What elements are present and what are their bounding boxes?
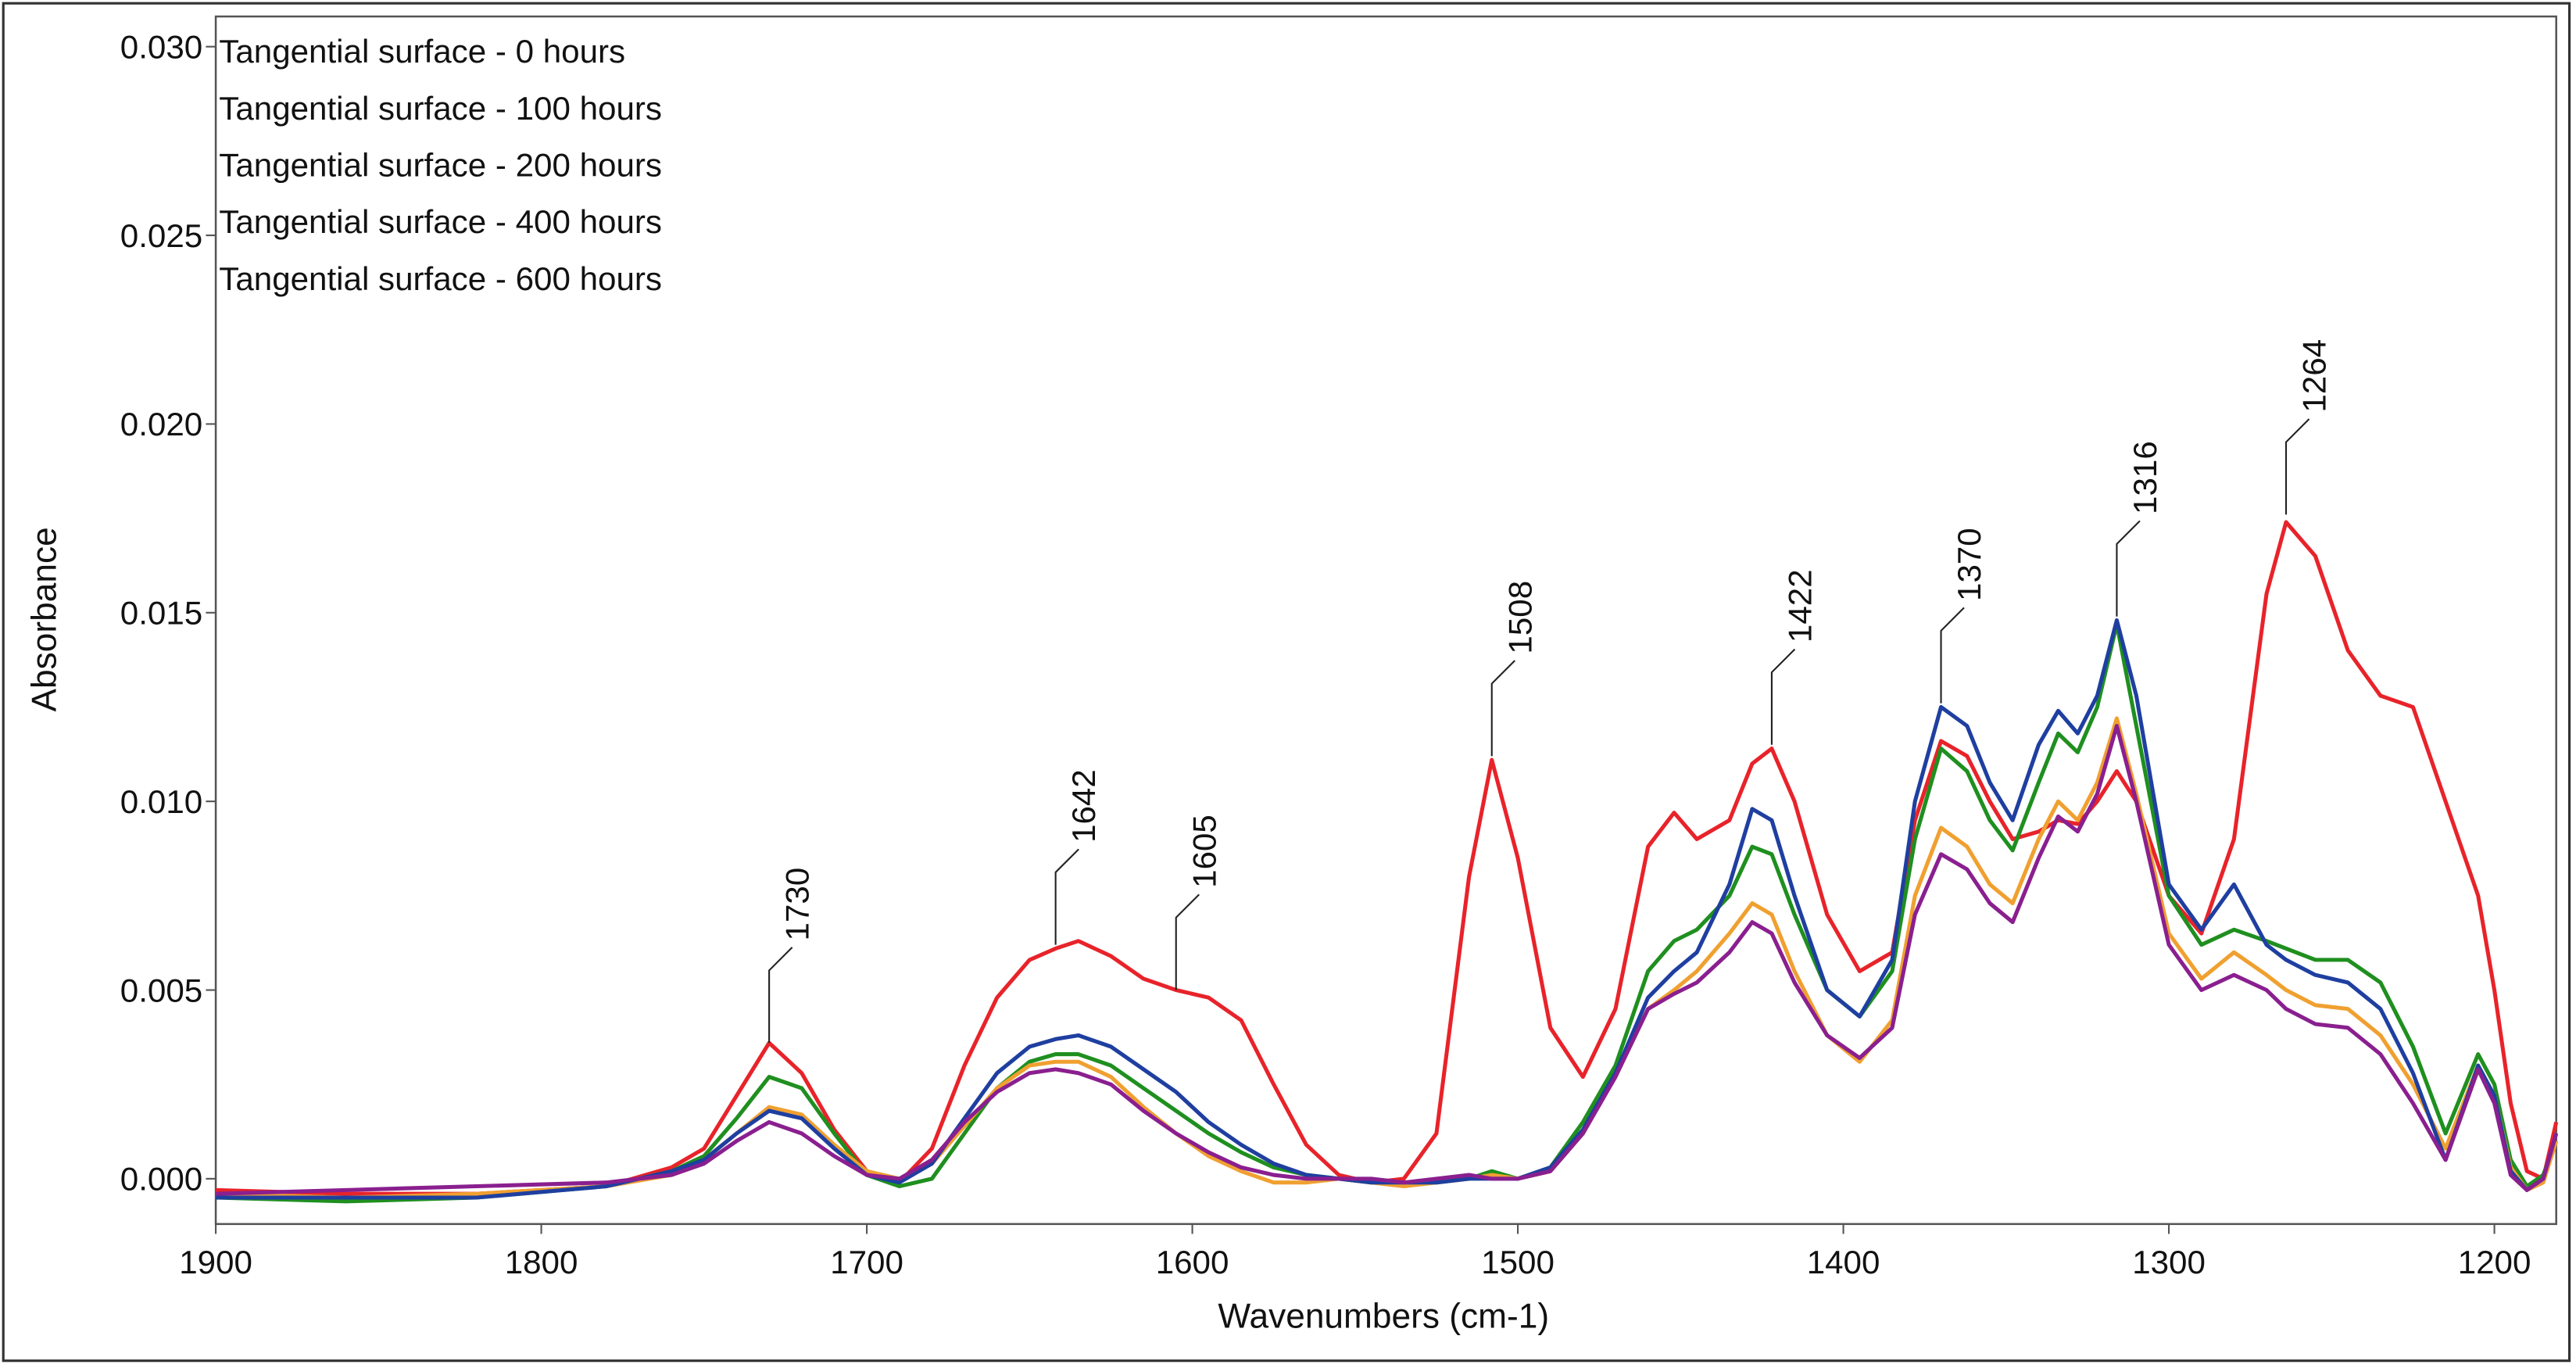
annotation-leader: [768, 947, 793, 1044]
annotation-leader: [1175, 893, 1200, 990]
x-axis-label: Wavenumbers (cm-1): [1218, 1298, 1549, 1336]
y-tick-label: 0.010: [120, 783, 202, 820]
annotation-label: 1316: [2127, 441, 2163, 514]
annotation-leader: [1770, 648, 1796, 745]
y-tick-label: 0.015: [120, 595, 202, 632]
annotation-label: 1370: [1951, 528, 1987, 601]
y-tick-label: 0.005: [120, 972, 202, 1008]
series-line: [215, 520, 2559, 1196]
series-line: [215, 621, 2559, 1204]
x-tick-label: 1400: [1807, 1244, 1880, 1280]
series-line: [216, 618, 2559, 1200]
annotation-label: 1730: [779, 868, 816, 941]
x-tick-label: 1800: [505, 1244, 578, 1280]
annotation-label: 1422: [1782, 569, 1819, 643]
x-tick-label: 1500: [1481, 1244, 1555, 1280]
x-tick-label: 1700: [830, 1244, 903, 1280]
annotation-label: 1642: [1065, 769, 1102, 843]
y-tick-label: 0.025: [120, 217, 202, 254]
annotation-label: 1508: [1501, 581, 1538, 654]
legend-entry: Tangential surface - 200 hours: [219, 146, 662, 183]
series-line: [215, 716, 2559, 1200]
y-tick-label: 0.030: [120, 28, 202, 65]
legend-entry: Tangential surface - 600 hours: [219, 260, 662, 297]
x-tick-label: 1900: [179, 1244, 252, 1280]
y-axis-label: Absorbance: [26, 527, 64, 711]
x-tick-label: 1600: [1156, 1244, 1229, 1280]
x-tick-label: 1300: [2132, 1244, 2206, 1280]
legend-entry: Tangential surface - 400 hours: [219, 203, 662, 240]
annotation-leader: [1940, 607, 1965, 704]
annotation-leader: [2284, 418, 2310, 515]
y-tick-label: 0.000: [120, 1161, 202, 1198]
plot-area: [214, 15, 2557, 1226]
x-tick-label: 1200: [2458, 1244, 2531, 1280]
annotation-leader: [1490, 660, 1516, 757]
y-tick-label: 0.020: [120, 406, 202, 442]
annotation-leader: [1054, 848, 1079, 945]
legend-entry: Tangential surface - 0 hours: [219, 33, 625, 70]
annotation-leader: [2116, 520, 2141, 617]
legend-entry: Tangential surface - 100 hours: [219, 90, 662, 127]
series-line: [215, 724, 2559, 1196]
annotation-label: 1605: [1186, 815, 1222, 888]
annotation-label: 1264: [2296, 339, 2333, 413]
